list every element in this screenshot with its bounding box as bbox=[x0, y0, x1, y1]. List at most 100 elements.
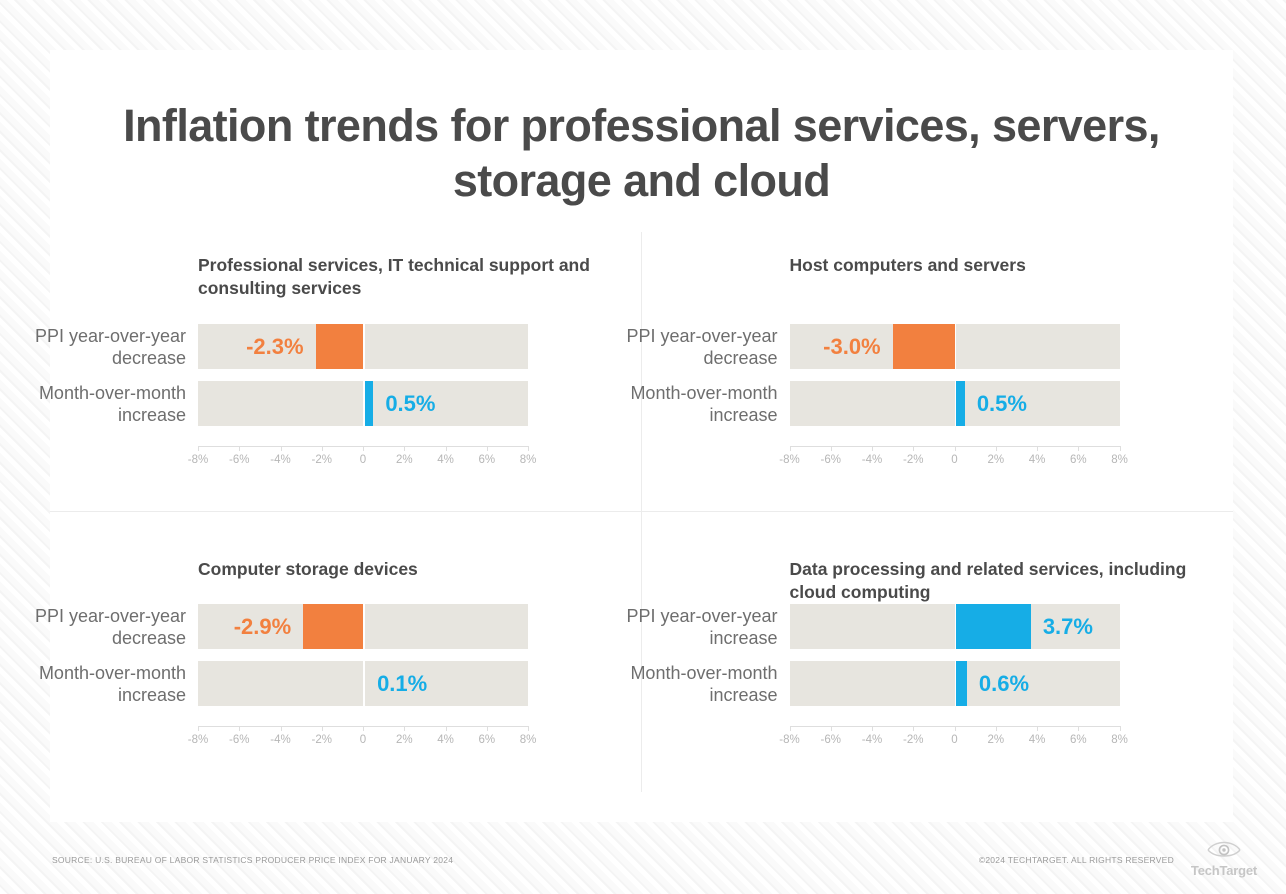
axis-tick bbox=[1078, 726, 1080, 731]
axis-tick bbox=[995, 726, 997, 731]
axis-tick bbox=[1037, 446, 1038, 451]
chart-panel-computer-storage-devices: Computer storage devices -2.9% PPI year-… bbox=[35, 512, 642, 792]
axis-tick bbox=[198, 726, 199, 731]
axis-tick-label: 2% bbox=[395, 734, 413, 746]
axis-tick bbox=[321, 726, 323, 731]
axis-tick bbox=[872, 726, 873, 731]
bar-rows: 3.7% PPI year-over-year increase 0.6% Mo… bbox=[626, 602, 1120, 708]
bar-row-label: PPI year-over-year decrease bbox=[34, 605, 186, 648]
zero-line bbox=[363, 322, 365, 371]
bar-value-label: -2.3% bbox=[246, 333, 304, 359]
bar-row-label: PPI year-over-year increase bbox=[626, 605, 778, 648]
axis-tick bbox=[486, 446, 488, 451]
techtarget-logo: TechTarget bbox=[1180, 838, 1268, 880]
bar-value bbox=[954, 381, 965, 426]
bar-row[interactable]: -2.9% PPI year-over-year decrease bbox=[35, 602, 528, 651]
bar-row[interactable]: -2.3% PPI year-over-year decrease bbox=[35, 322, 528, 371]
axis-tick bbox=[789, 446, 791, 451]
zero-line bbox=[363, 602, 365, 651]
axis-tick-label: 2% bbox=[395, 454, 413, 466]
axis-tick-label: -4% bbox=[861, 734, 883, 746]
bar-value-label: 3.7% bbox=[1042, 613, 1093, 639]
axis-tick-label: -8% bbox=[187, 734, 209, 746]
bar-row-label: Month-over-month increase bbox=[38, 662, 186, 705]
axis-tick-label: 0 bbox=[951, 734, 958, 746]
axis-tick-label: -2% bbox=[903, 734, 924, 746]
axis-tick bbox=[1078, 446, 1080, 451]
plot-area: -3.0% PPI year-over-year decrease 0.5% M… bbox=[626, 322, 1128, 484]
axis-tick-label: 0 bbox=[359, 454, 367, 466]
bar-row-label: PPI year-over-year decrease bbox=[34, 325, 186, 368]
plot-area: -2.3% PPI year-over-year decrease 0.5% M… bbox=[35, 322, 536, 484]
axis-tick-label: 8% bbox=[1111, 454, 1128, 466]
panel-heading: Data processing and related services, in… bbox=[789, 559, 1187, 602]
axis-tick-label: 6% bbox=[1069, 734, 1087, 746]
x-axis: -8% -6% -4% -2% 0 2% 4% 6% 8% bbox=[188, 446, 536, 480]
axis-tick bbox=[445, 726, 447, 731]
axis-tick bbox=[954, 726, 956, 731]
x-axis: -8% -6% -4% -2% 0 2% 4% 6% 8% bbox=[779, 446, 1128, 480]
infographic-card: Inflation trends for professional servic… bbox=[35, 50, 1234, 822]
axis-tick bbox=[198, 446, 199, 451]
axis-tick-label: -2% bbox=[311, 734, 332, 746]
bar-rows: -3.0% PPI year-over-year decrease 0.5% M… bbox=[626, 322, 1120, 428]
bar-row-label: PPI year-over-year decrease bbox=[626, 325, 778, 368]
bar-row[interactable]: 0.5% Month-over-month increase bbox=[630, 379, 1120, 428]
bar-row[interactable]: 3.7% PPI year-over-year increase bbox=[626, 602, 1120, 651]
chart-panel-professional-services: Professional services, IT technical supp… bbox=[35, 232, 642, 512]
axis-tick-label: -6% bbox=[820, 454, 841, 466]
bar-row[interactable]: 0.6% Month-over-month increase bbox=[630, 659, 1120, 708]
zero-line bbox=[954, 659, 956, 708]
axis-tick bbox=[954, 446, 956, 451]
axis-tick-label: 8% bbox=[1111, 734, 1128, 746]
plot-area: -2.9% PPI year-over-year decrease 0.1% M… bbox=[35, 602, 536, 764]
panel-heading: Professional services, IT technical supp… bbox=[198, 255, 590, 298]
bar-value-label: 0.5% bbox=[385, 390, 436, 416]
axis-tick bbox=[528, 726, 529, 731]
axis-tick-label: -6% bbox=[820, 734, 841, 746]
source-note: SOURCE: U.S. BUREAU OF LABOR STATISTICS … bbox=[52, 855, 454, 865]
axis-tick-label: 8% bbox=[519, 454, 537, 466]
bar-value bbox=[303, 604, 363, 649]
axis-tick-label: -8% bbox=[779, 734, 800, 746]
x-axis: -8% -6% -4% -2% 0 2% 4% 6% 8% bbox=[779, 726, 1128, 760]
bar-value-label: -2.9% bbox=[233, 613, 292, 639]
axis-tick-label: -6% bbox=[229, 454, 250, 466]
axis-tick bbox=[830, 446, 832, 451]
copyright-note: ©2024 TECHTARGET. ALL RIGHTS RESERVED bbox=[978, 855, 1174, 865]
axis-tick-label: 8% bbox=[519, 734, 537, 746]
axis-tick-label: -4% bbox=[270, 454, 291, 466]
zero-line bbox=[363, 659, 365, 708]
axis-tick bbox=[404, 726, 406, 731]
axis-tick-label: 4% bbox=[437, 454, 454, 466]
axis-tick bbox=[321, 446, 323, 451]
zero-line bbox=[954, 322, 956, 371]
zero-line bbox=[954, 602, 956, 651]
bar-value bbox=[892, 324, 955, 369]
axis-tick bbox=[404, 446, 406, 451]
axis-tick bbox=[528, 446, 529, 451]
axis-tick bbox=[913, 726, 915, 731]
axis-tick bbox=[1119, 446, 1121, 451]
axis-tick-label: 0 bbox=[359, 734, 367, 746]
axis-tick bbox=[872, 446, 873, 451]
bar-value-label: 0.1% bbox=[377, 670, 428, 696]
chart-panel-data-processing-cloud: Data processing and related services, in… bbox=[626, 512, 1234, 792]
panel-heading: Host computers and servers bbox=[789, 255, 1026, 275]
bar-row[interactable]: 0.1% Month-over-month increase bbox=[39, 659, 528, 708]
axis-tick-label: -2% bbox=[903, 454, 924, 466]
bar-value bbox=[954, 661, 967, 706]
axis-tick bbox=[363, 446, 364, 451]
axis-tick-label: -8% bbox=[187, 454, 209, 466]
plot-area: 3.7% PPI year-over-year increase 0.6% Mo… bbox=[626, 602, 1128, 764]
bar-value bbox=[315, 324, 363, 369]
axis-tick-label: 4% bbox=[437, 734, 454, 746]
bar-value bbox=[954, 604, 1031, 649]
bar-rows: -2.3% PPI year-over-year decrease 0.5% M… bbox=[35, 322, 528, 428]
bar-row[interactable]: 0.5% Month-over-month increase bbox=[39, 379, 528, 428]
bar-row[interactable]: -3.0% PPI year-over-year decrease bbox=[626, 322, 1120, 371]
axis-tick bbox=[363, 726, 364, 731]
axis-tick-label: 4% bbox=[1028, 734, 1046, 746]
axis-tick-label: -4% bbox=[270, 734, 291, 746]
axis-tick-label: -8% bbox=[779, 454, 800, 466]
